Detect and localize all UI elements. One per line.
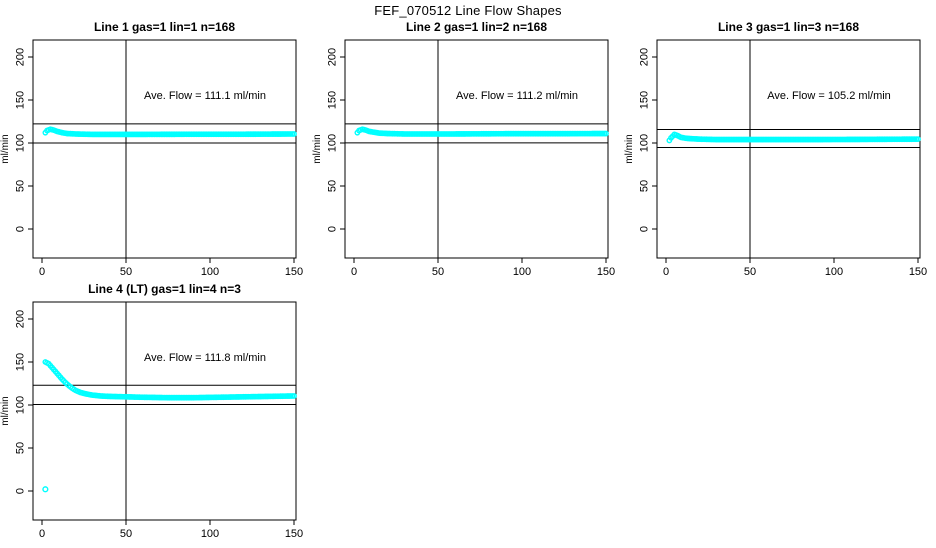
svg-text:0: 0 (15, 488, 27, 494)
panel-title: Line 1 gas=1 lin=1 n=168 (94, 20, 235, 34)
y-axis-label: ml/min (0, 396, 11, 425)
svg-text:150: 150 (909, 266, 927, 278)
svg-text:0: 0 (39, 266, 45, 278)
svg-text:150: 150 (639, 91, 651, 109)
svg-text:200: 200 (15, 48, 27, 66)
svg-text:150: 150 (15, 353, 27, 371)
chart-line-4: Line 4 (LT) gas=1 lin=4 n=3 Ave. Flow = … (0, 282, 303, 540)
svg-text:150: 150 (597, 266, 615, 278)
svg-text:50: 50 (744, 266, 756, 278)
avg-flow-annotation: Ave. Flow = 111.2 ml/min (456, 90, 578, 102)
y-axis-label: ml/min (312, 134, 323, 163)
svg-text:200: 200 (15, 310, 27, 328)
svg-text:0: 0 (15, 226, 27, 232)
svg-text:100: 100 (15, 396, 27, 414)
svg-text:100: 100 (639, 134, 651, 152)
svg-text:150: 150 (285, 266, 303, 278)
avg-flow-annotation: Ave. Flow = 111.1 ml/min (144, 90, 266, 102)
svg-text:100: 100 (15, 134, 27, 152)
svg-text:0: 0 (663, 266, 669, 278)
avg-flow-annotation: Ave. Flow = 105.2 ml/min (767, 90, 891, 102)
svg-text:50: 50 (15, 180, 27, 192)
panel-title: Line 2 gas=1 lin=2 n=168 (406, 20, 547, 34)
svg-text:50: 50 (15, 442, 27, 454)
svg-text:0: 0 (327, 226, 339, 232)
svg-text:100: 100 (825, 266, 843, 278)
panel-line-1: Line 1 gas=1 lin=1 n=168 Ave. Flow = 111… (0, 18, 312, 286)
svg-text:0: 0 (351, 266, 357, 278)
panel-title: Line 4 (LT) gas=1 lin=4 n=3 (88, 282, 241, 296)
y-axis-label: ml/min (0, 134, 11, 163)
svg-text:100: 100 (201, 266, 219, 278)
svg-text:150: 150 (285, 528, 303, 540)
panel-line-4: Line 4 (LT) gas=1 lin=4 n=3 Ave. Flow = … (0, 280, 312, 548)
svg-text:200: 200 (639, 48, 651, 66)
chart-line-3: Line 3 gas=1 lin=3 n=168 Ave. Flow = 105… (624, 20, 927, 278)
panel-line-2: Line 2 gas=1 lin=2 n=168 Ave. Flow = 111… (312, 18, 624, 286)
svg-text:0: 0 (639, 226, 651, 232)
svg-text:50: 50 (327, 180, 339, 192)
page-title: FEF_070512 Line Flow Shapes (374, 3, 562, 18)
svg-text:100: 100 (513, 266, 531, 278)
svg-text:50: 50 (120, 266, 132, 278)
avg-flow-annotation: Ave. Flow = 111.8 ml/min (144, 352, 266, 364)
chart-line-1: Line 1 gas=1 lin=1 n=168 Ave. Flow = 111… (0, 20, 303, 278)
svg-text:200: 200 (327, 48, 339, 66)
chart-line-2: Line 2 gas=1 lin=2 n=168 Ave. Flow = 111… (312, 20, 615, 278)
svg-text:50: 50 (120, 528, 132, 540)
panel-line-3: Line 3 gas=1 lin=3 n=168 Ave. Flow = 105… (624, 18, 936, 286)
svg-text:50: 50 (432, 266, 444, 278)
svg-text:50: 50 (639, 180, 651, 192)
svg-text:0: 0 (39, 528, 45, 540)
svg-text:100: 100 (201, 528, 219, 540)
svg-text:100: 100 (327, 134, 339, 152)
svg-text:150: 150 (327, 91, 339, 109)
y-axis-label: ml/min (624, 134, 635, 163)
svg-text:150: 150 (15, 91, 27, 109)
panel-title: Line 3 gas=1 lin=3 n=168 (718, 20, 859, 34)
